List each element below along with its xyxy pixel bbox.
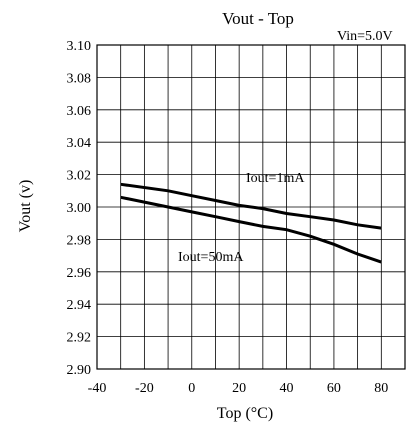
y-tick-label: 2.94 (67, 298, 92, 313)
x-tick-labels: -40 -20 0 20 40 60 80 (88, 381, 389, 396)
y-tick-label: 3.00 (67, 201, 92, 216)
x-tick-label: -20 (135, 381, 154, 396)
y-tick-label: 2.92 (67, 331, 92, 346)
series-line-50ma (120, 195, 382, 264)
series-label-1ma: Iout=1mA (246, 171, 305, 186)
condition-label: Vin=5.0V (337, 29, 393, 44)
y-tick-label: 2.90 (67, 363, 92, 378)
x-tick-label: 40 (280, 381, 294, 396)
series-line-1ma (120, 182, 382, 230)
x-tick-label: 80 (374, 381, 388, 396)
x-tick-label: -40 (88, 381, 107, 396)
y-tick-labels: 2.90 2.92 2.94 2.96 2.98 3.00 3.02 3.04 3.06 3.08… (67, 39, 92, 378)
x-tick-label: 0 (188, 381, 195, 396)
y-tick-label: 2.98 (67, 233, 92, 248)
series-lines (120, 182, 382, 264)
y-tick-label: 2.96 (67, 266, 92, 281)
y-tick-label: 3.02 (67, 169, 92, 184)
x-axis-label: Top (°C) (217, 405, 273, 422)
x-tick-label: 20 (232, 381, 246, 396)
y-tick-label: 3.10 (67, 39, 92, 54)
grid (96, 44, 406, 370)
y-tick-label: 3.08 (67, 71, 92, 86)
chart-title: Vout - Top (222, 9, 294, 28)
y-axis-label: Vout (v) (17, 180, 34, 233)
y-tick-label: 3.06 (67, 104, 92, 119)
plot-frame (96, 44, 406, 370)
x-tick-label: 60 (327, 381, 341, 396)
series-label-50ma: Iout=50mA (178, 250, 244, 265)
y-tick-label: 3.04 (67, 136, 92, 151)
